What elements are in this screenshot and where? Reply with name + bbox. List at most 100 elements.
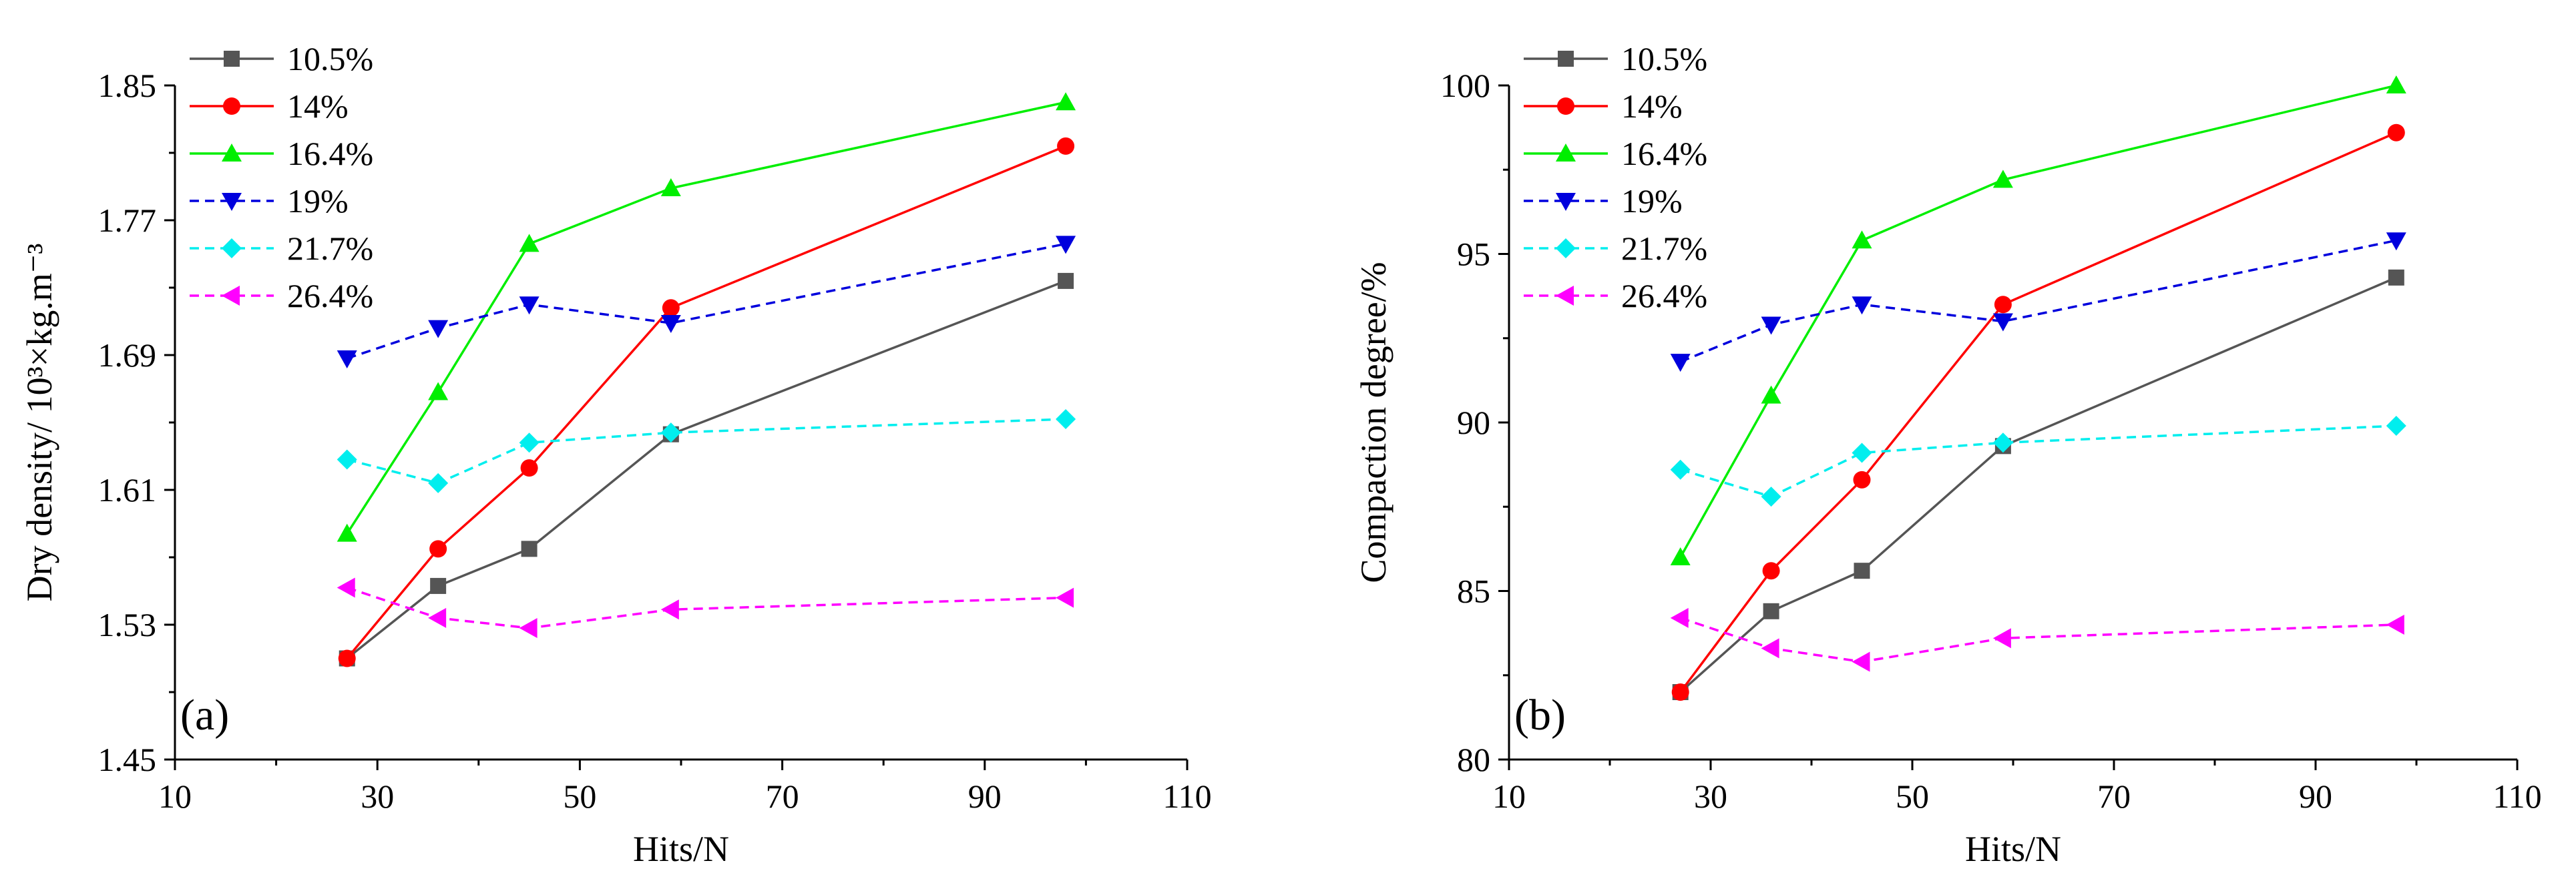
data-point (521, 541, 538, 557)
series-10.5% (339, 272, 1074, 667)
data-point (337, 449, 357, 470)
y-tick-label: 90 (1457, 404, 1490, 441)
data-point (337, 350, 357, 369)
data-point (1992, 628, 2011, 649)
y-tick-label: 100 (1440, 67, 1490, 104)
series-14% (1671, 123, 2405, 701)
data-point (2386, 75, 2406, 93)
data-point (1992, 432, 2013, 453)
data-point (430, 577, 447, 594)
series-line (347, 242, 1066, 360)
data-point (1056, 408, 1076, 429)
y-tick-label: 85 (1457, 573, 1490, 610)
series-line (1679, 276, 2397, 693)
legend-label: 16.4% (1621, 135, 1707, 172)
legend-marker (222, 143, 242, 162)
data-point (519, 296, 540, 315)
data-point (519, 618, 538, 639)
data-point (662, 299, 680, 317)
x-tick-label: 30 (1694, 778, 1727, 815)
data-point (1670, 459, 1691, 480)
x-axis-title: Hits/N (633, 829, 729, 869)
data-point (1670, 607, 1689, 628)
y-axis-title: Compaction degree/% (1353, 262, 1393, 583)
legend-marker (1556, 143, 1576, 162)
legend-marker (1556, 286, 1574, 306)
series-line (1680, 424, 2396, 498)
x-tick-label: 70 (2097, 778, 2131, 815)
x-tick-label: 30 (361, 778, 394, 815)
data-point (1992, 313, 2013, 332)
x-tick-label: 110 (1162, 778, 1211, 815)
series-26.4% (337, 577, 1074, 639)
series-line (346, 145, 1066, 659)
chart-panel-1: 10 30 50 70 90 110 1.45 1.53 1.61 1.69 1.77 1.85 Hit… (19, 40, 1212, 869)
data-point (1671, 683, 1689, 701)
data-point (1852, 651, 1870, 672)
data-point (1853, 471, 1871, 489)
data-point (1056, 587, 1074, 608)
series-16.4% (337, 92, 1076, 542)
panel-label: (b) (1514, 691, 1566, 739)
legend-label: 14% (1621, 87, 1683, 125)
series-line (1680, 239, 2397, 363)
data-point (428, 382, 449, 400)
y-tick-label: 95 (1457, 236, 1490, 273)
x-tick-label: 10 (1492, 778, 1526, 815)
y-axis-title: Dry density/ 10³×kg.m⁻³ (19, 244, 59, 602)
data-point (1852, 230, 1872, 249)
legend-marker (1556, 238, 1576, 258)
y-tick-label: 1.61 (98, 471, 157, 509)
series-26.4% (1670, 607, 2404, 672)
data-point (337, 523, 357, 542)
data-point (1852, 442, 1872, 463)
data-point (660, 178, 681, 197)
series-10.5% (1672, 269, 2404, 700)
data-point (1992, 170, 2013, 188)
legend-label: 19% (287, 182, 349, 220)
panel-label: (a) (180, 691, 229, 739)
legend-label: 26.4% (287, 277, 373, 314)
data-point (1058, 272, 1074, 289)
legend-label: 16.4% (287, 135, 373, 172)
legend: 10.5% 14% 16.4% 19% 21.7% 26.4% (190, 40, 373, 314)
data-point (1852, 296, 1872, 315)
data-point (1056, 92, 1076, 111)
legend-marker (1556, 193, 1576, 211)
data-point (660, 599, 679, 620)
x-tick-label: 50 (563, 778, 596, 815)
series-21.7% (337, 408, 1076, 493)
data-point (1761, 638, 1779, 659)
data-point (2387, 123, 2405, 141)
data-point (1854, 563, 1870, 579)
series-21.7% (1670, 416, 2406, 507)
legend-marker (224, 51, 240, 67)
data-point (1056, 236, 1076, 254)
series-19% (1670, 232, 2406, 372)
legend-label: 10.5% (287, 40, 373, 77)
x-axis-title: Hits/N (1965, 829, 2061, 869)
y-tick-label: 1.77 (98, 202, 157, 239)
series-line (347, 586, 1066, 629)
series-14% (338, 137, 1075, 667)
series-16.4% (1670, 75, 2406, 565)
legend-marker (222, 238, 242, 258)
data-point (428, 320, 449, 338)
series-19% (337, 236, 1076, 369)
legend-label: 10.5% (1621, 40, 1707, 77)
y-tick-label: 1.53 (98, 606, 157, 643)
x-tick-label: 50 (1896, 778, 1929, 815)
data-point (429, 540, 447, 558)
data-point (338, 649, 356, 667)
legend-marker (1557, 97, 1574, 115)
data-point (337, 577, 355, 598)
y-tick-label: 80 (1457, 741, 1490, 778)
series-line (347, 418, 1066, 485)
data-point (428, 607, 447, 628)
legend-marker (1558, 51, 1574, 67)
data-point (520, 459, 538, 477)
data-point (519, 234, 540, 252)
x-tick-label: 90 (968, 778, 1002, 815)
series-line (346, 101, 1066, 535)
